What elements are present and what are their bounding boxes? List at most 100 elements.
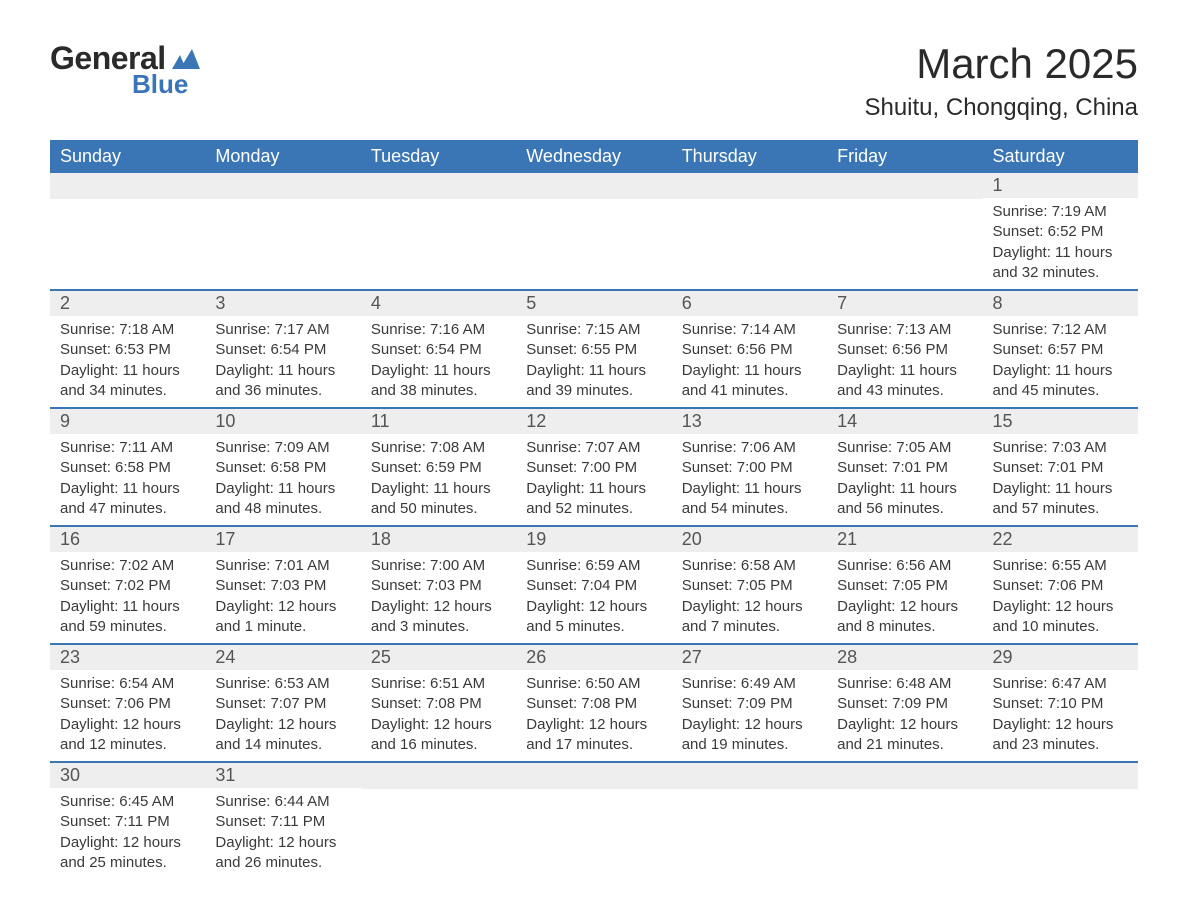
- sunset-text: Sunset: 7:10 PM: [993, 694, 1128, 714]
- day-number: 28: [827, 645, 982, 670]
- day-number: [516, 763, 671, 789]
- sunset-text: Sunset: 7:02 PM: [60, 576, 195, 596]
- calendar-day-cell: 21Sunrise: 6:56 AMSunset: 7:05 PMDayligh…: [827, 526, 982, 644]
- day-number: 17: [205, 527, 360, 552]
- sunset-text: Sunset: 7:05 PM: [837, 576, 972, 596]
- day-body: Sunrise: 6:56 AMSunset: 7:05 PMDaylight:…: [827, 552, 982, 643]
- sunrise-text: Sunrise: 7:17 AM: [215, 320, 350, 340]
- calendar-day-cell: 10Sunrise: 7:09 AMSunset: 6:58 PMDayligh…: [205, 408, 360, 526]
- day-body: Sunrise: 6:50 AMSunset: 7:08 PMDaylight:…: [516, 670, 671, 761]
- calendar-day-cell: 31Sunrise: 6:44 AMSunset: 7:11 PMDayligh…: [205, 762, 360, 879]
- daylight-text-1: Daylight: 11 hours: [526, 479, 661, 499]
- daylight-text-2: and 17 minutes.: [526, 735, 661, 755]
- daylight-text-2: and 50 minutes.: [371, 499, 506, 519]
- daylight-text-2: and 14 minutes.: [215, 735, 350, 755]
- daylight-text-2: and 47 minutes.: [60, 499, 195, 519]
- daylight-text-2: and 12 minutes.: [60, 735, 195, 755]
- calendar-day-cell: [672, 762, 827, 879]
- day-body: Sunrise: 7:15 AMSunset: 6:55 PMDaylight:…: [516, 316, 671, 407]
- day-body: [516, 789, 671, 859]
- sunrise-text: Sunrise: 7:13 AM: [837, 320, 972, 340]
- daylight-text-2: and 59 minutes.: [60, 617, 195, 637]
- calendar-day-cell: 27Sunrise: 6:49 AMSunset: 7:09 PMDayligh…: [672, 644, 827, 762]
- daylight-text-2: and 57 minutes.: [993, 499, 1128, 519]
- day-body: Sunrise: 7:17 AMSunset: 6:54 PMDaylight:…: [205, 316, 360, 407]
- day-number: 1: [983, 173, 1138, 198]
- calendar-day-cell: 15Sunrise: 7:03 AMSunset: 7:01 PMDayligh…: [983, 408, 1138, 526]
- daylight-text-2: and 10 minutes.: [993, 617, 1128, 637]
- sunset-text: Sunset: 6:56 PM: [682, 340, 817, 360]
- daylight-text-2: and 16 minutes.: [371, 735, 506, 755]
- day-number: 31: [205, 763, 360, 788]
- sunrise-text: Sunrise: 6:55 AM: [993, 556, 1128, 576]
- daylight-text-2: and 41 minutes.: [682, 381, 817, 401]
- sunset-text: Sunset: 6:54 PM: [371, 340, 506, 360]
- day-number: 9: [50, 409, 205, 434]
- calendar-day-cell: 3Sunrise: 7:17 AMSunset: 6:54 PMDaylight…: [205, 290, 360, 408]
- sunset-text: Sunset: 7:04 PM: [526, 576, 661, 596]
- daylight-text-2: and 56 minutes.: [837, 499, 972, 519]
- day-number: 20: [672, 527, 827, 552]
- day-body: [827, 199, 982, 269]
- calendar-table: Sunday Monday Tuesday Wednesday Thursday…: [50, 140, 1138, 879]
- day-number: 23: [50, 645, 205, 670]
- day-number: 30: [50, 763, 205, 788]
- day-number: 21: [827, 527, 982, 552]
- sunrise-text: Sunrise: 7:03 AM: [993, 438, 1128, 458]
- sunset-text: Sunset: 7:03 PM: [371, 576, 506, 596]
- brand-word2: Blue: [132, 69, 188, 100]
- day-body: Sunrise: 6:58 AMSunset: 7:05 PMDaylight:…: [672, 552, 827, 643]
- sunrise-text: Sunrise: 6:45 AM: [60, 792, 195, 812]
- daylight-text-1: Daylight: 12 hours: [526, 715, 661, 735]
- calendar-day-cell: [361, 762, 516, 879]
- calendar-day-cell: 22Sunrise: 6:55 AMSunset: 7:06 PMDayligh…: [983, 526, 1138, 644]
- daylight-text-1: Daylight: 11 hours: [371, 361, 506, 381]
- daylight-text-2: and 34 minutes.: [60, 381, 195, 401]
- sunrise-text: Sunrise: 6:54 AM: [60, 674, 195, 694]
- calendar-day-cell: 18Sunrise: 7:00 AMSunset: 7:03 PMDayligh…: [361, 526, 516, 644]
- day-body: [50, 199, 205, 269]
- day-body: Sunrise: 7:13 AMSunset: 6:56 PMDaylight:…: [827, 316, 982, 407]
- day-number: [361, 763, 516, 789]
- daylight-text-2: and 23 minutes.: [993, 735, 1128, 755]
- day-body: Sunrise: 7:16 AMSunset: 6:54 PMDaylight:…: [361, 316, 516, 407]
- day-number: 18: [361, 527, 516, 552]
- daylight-text-2: and 54 minutes.: [682, 499, 817, 519]
- sunset-text: Sunset: 7:08 PM: [371, 694, 506, 714]
- day-number: 10: [205, 409, 360, 434]
- calendar-day-cell: 24Sunrise: 6:53 AMSunset: 7:07 PMDayligh…: [205, 644, 360, 762]
- location-subtitle: Shuitu, Chongqing, China: [864, 94, 1138, 122]
- calendar-day-cell: 4Sunrise: 7:16 AMSunset: 6:54 PMDaylight…: [361, 290, 516, 408]
- daylight-text-1: Daylight: 12 hours: [682, 715, 817, 735]
- day-number: 25: [361, 645, 516, 670]
- day-body: Sunrise: 6:53 AMSunset: 7:07 PMDaylight:…: [205, 670, 360, 761]
- day-body: Sunrise: 6:51 AMSunset: 7:08 PMDaylight:…: [361, 670, 516, 761]
- daylight-text-2: and 1 minute.: [215, 617, 350, 637]
- day-body: Sunrise: 7:00 AMSunset: 7:03 PMDaylight:…: [361, 552, 516, 643]
- daylight-text-1: Daylight: 11 hours: [837, 361, 972, 381]
- day-number: [672, 763, 827, 789]
- calendar-day-cell: 1Sunrise: 7:19 AMSunset: 6:52 PMDaylight…: [983, 173, 1138, 290]
- sunset-text: Sunset: 6:58 PM: [60, 458, 195, 478]
- day-body: [983, 789, 1138, 859]
- calendar-day-cell: 28Sunrise: 6:48 AMSunset: 7:09 PMDayligh…: [827, 644, 982, 762]
- daylight-text-2: and 45 minutes.: [993, 381, 1128, 401]
- daylight-text-2: and 3 minutes.: [371, 617, 506, 637]
- daylight-text-2: and 38 minutes.: [371, 381, 506, 401]
- daylight-text-1: Daylight: 11 hours: [60, 597, 195, 617]
- sunset-text: Sunset: 7:07 PM: [215, 694, 350, 714]
- daylight-text-2: and 36 minutes.: [215, 381, 350, 401]
- daylight-text-1: Daylight: 11 hours: [682, 361, 817, 381]
- day-number: 16: [50, 527, 205, 552]
- daylight-text-1: Daylight: 12 hours: [371, 715, 506, 735]
- day-number: [827, 763, 982, 789]
- day-body: Sunrise: 7:11 AMSunset: 6:58 PMDaylight:…: [50, 434, 205, 525]
- daylight-text-1: Daylight: 12 hours: [215, 833, 350, 853]
- weekday-header: Thursday: [672, 140, 827, 173]
- sunrise-text: Sunrise: 6:47 AM: [993, 674, 1128, 694]
- day-body: [827, 789, 982, 859]
- sunset-text: Sunset: 6:55 PM: [526, 340, 661, 360]
- sunrise-text: Sunrise: 6:50 AM: [526, 674, 661, 694]
- calendar-week-row: 2Sunrise: 7:18 AMSunset: 6:53 PMDaylight…: [50, 290, 1138, 408]
- day-body: Sunrise: 7:19 AMSunset: 6:52 PMDaylight:…: [983, 198, 1138, 289]
